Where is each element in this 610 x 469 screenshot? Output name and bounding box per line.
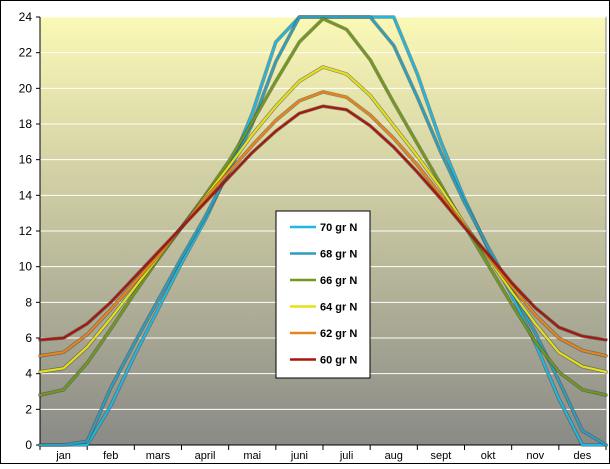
x-tick-label: aug [385, 450, 403, 462]
y-tick-label: 20 [19, 81, 33, 95]
y-tick-label: 24 [19, 10, 33, 24]
y-tick-label: 22 [19, 46, 33, 60]
y-tick-label: 16 [19, 153, 33, 167]
y-tick-label: 12 [19, 224, 33, 238]
series-line [38, 105, 608, 341]
y-tick-label: 6 [25, 331, 32, 345]
x-tick-label: okt [481, 450, 496, 462]
x-tick-label: mai [243, 450, 261, 462]
y-tick-label: 4 [25, 367, 32, 381]
x-tick-label: nov [526, 450, 544, 462]
y-tick-label: 10 [19, 260, 33, 274]
x-tick-label: april [195, 450, 216, 462]
x-tick-label: juli [339, 450, 353, 462]
x-tick-label: juni [290, 450, 308, 462]
legend-label: 66 gr N [320, 275, 357, 287]
x-tick-label: mars [146, 450, 171, 462]
x-tick-label: jan [55, 450, 71, 462]
legend-label: 60 gr N [320, 355, 357, 367]
y-tick-label: 14 [19, 188, 33, 202]
legend-label: 64 gr N [320, 302, 357, 314]
x-tick-label: sept [431, 450, 452, 462]
legend-label: 68 gr N [320, 249, 357, 261]
series-line [38, 17, 608, 397]
series-line [38, 90, 608, 357]
legend: 70 gr N 68 gr N 66 gr N 64 gr N 62 gr N 60 gr… [275, 210, 371, 379]
y-tick-label: 2 [25, 402, 32, 416]
legend-label: 70 gr N [320, 222, 357, 234]
legend-label: 62 gr N [320, 328, 357, 340]
series-lines [38, 15, 608, 447]
series-line [38, 65, 608, 373]
x-tick-label: des [574, 450, 592, 462]
y-tick-label: 0 [25, 438, 32, 452]
y-tick-label: 18 [19, 117, 33, 131]
y-tick-label: 8 [25, 295, 32, 309]
legend-box [275, 210, 371, 379]
x-tick-label: feb [103, 450, 118, 462]
